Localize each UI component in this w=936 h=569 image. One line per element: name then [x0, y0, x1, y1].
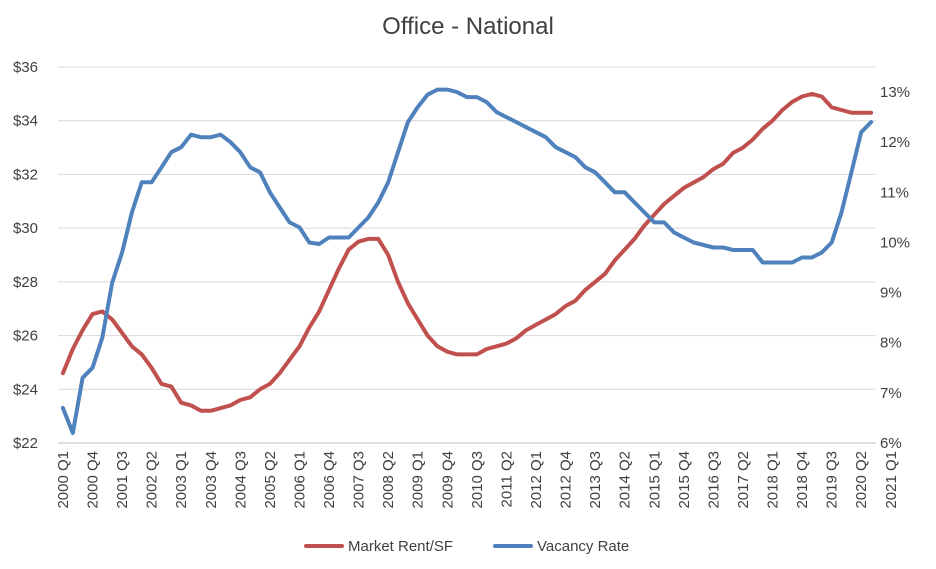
series-line-1 [60, 87, 874, 435]
x-tick-label: 2013 Q3 [587, 451, 604, 509]
x-tick-label: 2018 Q1 [765, 451, 782, 509]
x-tick-label: 2020 Q2 [853, 451, 870, 509]
x-tick-label: 2017 Q2 [735, 451, 752, 509]
x-axis: 2000 Q1 2000 Q4 2001 Q3 2002 Q2 2003 Q1 2003 … [55, 442, 900, 509]
y-right-tick-label: 12% [880, 134, 910, 151]
x-tick-label: 2015 Q4 [676, 451, 693, 509]
series-line-0 [60, 91, 874, 413]
x-tick-label: 2010 Q3 [469, 451, 486, 509]
x-tick-label: 2003 Q1 [173, 451, 190, 509]
x-tick-label: 2000 Q4 [85, 451, 102, 509]
x-tick-label: 2011 Q2 [498, 451, 515, 507]
legend-label-1: Vacancy Rate [537, 538, 629, 555]
y-right-tick-label: 11% [880, 184, 909, 201]
x-tick-label: 2003 Q4 [203, 451, 220, 509]
x-tick-label: 2006 Q1 [292, 451, 309, 509]
x-tick-label: 2007 Q3 [351, 451, 368, 509]
y-left-tick-label: $32 [13, 166, 38, 183]
x-tick-label: 2021 Q1 [883, 451, 900, 509]
y-left-tick-label: $34 [13, 113, 38, 130]
y-right-tick-label: 9% [880, 285, 902, 302]
y-left-tick-label: $24 [13, 381, 38, 398]
legend: Market Rent/SF Vacancy Rate [304, 538, 629, 555]
y-right-tick-label: 6% [880, 435, 902, 452]
y-left-tick-label: $36 [13, 59, 38, 76]
x-tick-label: 2014 Q2 [617, 451, 634, 509]
x-tick-label: 2000 Q1 [55, 451, 72, 509]
y-left-tick-label: $28 [13, 274, 38, 291]
y-left-tick-label: $22 [13, 435, 38, 452]
x-tick-label: 2015 Q1 [646, 451, 663, 509]
y-right-tick-label: 8% [880, 335, 902, 352]
legend-label-0: Market Rent/SF [348, 538, 453, 555]
x-tick-label: 2018 Q4 [794, 451, 811, 509]
series-lines [60, 87, 874, 435]
x-tick-label: 2019 Q3 [824, 451, 841, 509]
x-tick-label: 2009 Q4 [439, 451, 456, 509]
x-tick-label: 2004 Q3 [232, 451, 249, 509]
gridlines [58, 66, 876, 444]
x-tick-label: 2005 Q2 [262, 451, 279, 509]
x-tick-label: 2001 Q3 [114, 451, 131, 509]
y-right-axis: 6% 7% 8% 9% 10% 11% 12% 13% [880, 84, 910, 452]
x-tick-label: 2006 Q4 [321, 451, 338, 509]
x-tick-label: 2002 Q2 [144, 451, 161, 509]
y-left-axis: $22 $24 $26 $28 $30 $32 $34 $36 [13, 59, 38, 452]
x-tick-label: 2012 Q1 [528, 451, 545, 509]
y-left-tick-label: $30 [13, 220, 38, 237]
x-tick-label: 2009 Q1 [410, 451, 427, 509]
x-tick-label: 2008 Q2 [380, 451, 397, 509]
chart-title: Office - National [382, 13, 554, 40]
y-left-tick-label: $26 [13, 328, 38, 345]
y-right-tick-label: 13% [880, 84, 910, 101]
y-right-tick-label: 10% [880, 234, 910, 251]
x-tick-label: 2016 Q3 [705, 451, 722, 509]
x-tick-label: 2012 Q4 [558, 451, 575, 509]
y-right-tick-label: 7% [880, 385, 902, 402]
